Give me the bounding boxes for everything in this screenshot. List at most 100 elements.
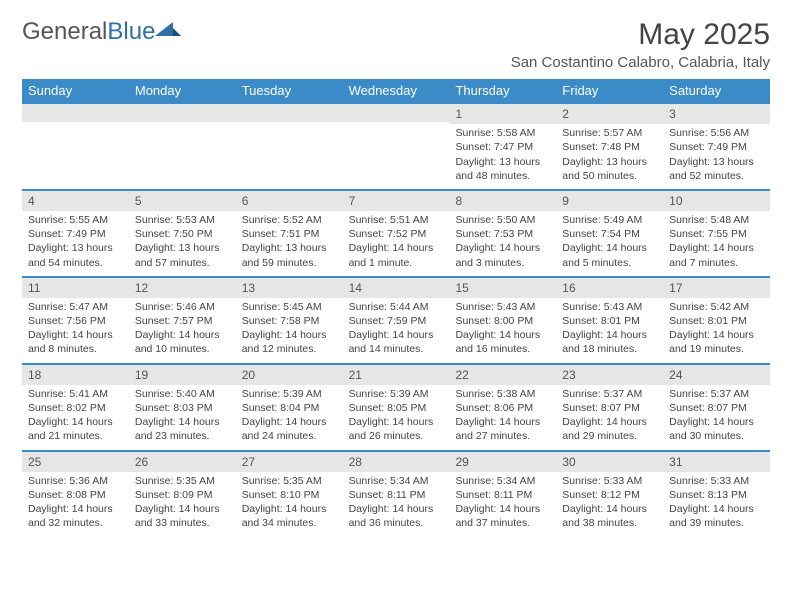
daylight-text: Daylight: 14 hours and 33 minutes. — [135, 502, 230, 530]
day-cell: 12Sunrise: 5:46 AMSunset: 7:57 PMDayligh… — [129, 278, 236, 363]
day-number — [22, 104, 129, 122]
weekday-wednesday: Wednesday — [343, 79, 450, 102]
day-number: 6 — [236, 191, 343, 211]
sunrise-text: Sunrise: 5:49 AM — [562, 213, 657, 227]
daylight-text: Daylight: 13 hours and 52 minutes. — [669, 155, 764, 183]
sunrise-text: Sunrise: 5:34 AM — [455, 474, 550, 488]
sunrise-text: Sunrise: 5:55 AM — [28, 213, 123, 227]
day-body: Sunrise: 5:37 AMSunset: 8:07 PMDaylight:… — [663, 385, 770, 450]
day-number: 3 — [663, 104, 770, 124]
day-cell: 29Sunrise: 5:34 AMSunset: 8:11 PMDayligh… — [449, 452, 556, 537]
week-row: 25Sunrise: 5:36 AMSunset: 8:08 PMDayligh… — [22, 450, 770, 537]
day-cell: 25Sunrise: 5:36 AMSunset: 8:08 PMDayligh… — [22, 452, 129, 537]
day-body: Sunrise: 5:34 AMSunset: 8:11 PMDaylight:… — [343, 472, 450, 537]
day-body: Sunrise: 5:45 AMSunset: 7:58 PMDaylight:… — [236, 298, 343, 363]
daylight-text: Daylight: 13 hours and 54 minutes. — [28, 241, 123, 269]
day-cell: 31Sunrise: 5:33 AMSunset: 8:13 PMDayligh… — [663, 452, 770, 537]
title-block: May 2025 San Costantino Calabro, Calabri… — [511, 18, 770, 71]
weekday-monday: Monday — [129, 79, 236, 102]
daylight-text: Daylight: 14 hours and 27 minutes. — [455, 415, 550, 443]
day-cell: 9Sunrise: 5:49 AMSunset: 7:54 PMDaylight… — [556, 191, 663, 276]
sunset-text: Sunset: 8:09 PM — [135, 488, 230, 502]
weekday-saturday: Saturday — [663, 79, 770, 102]
sunset-text: Sunset: 8:01 PM — [562, 314, 657, 328]
day-body: Sunrise: 5:36 AMSunset: 8:08 PMDaylight:… — [22, 472, 129, 537]
sunset-text: Sunset: 8:03 PM — [135, 401, 230, 415]
calendar: Sunday Monday Tuesday Wednesday Thursday… — [22, 79, 770, 536]
day-body: Sunrise: 5:48 AMSunset: 7:55 PMDaylight:… — [663, 211, 770, 276]
daylight-text: Daylight: 14 hours and 5 minutes. — [562, 241, 657, 269]
day-number: 21 — [343, 365, 450, 385]
day-body: Sunrise: 5:41 AMSunset: 8:02 PMDaylight:… — [22, 385, 129, 450]
day-cell: 1Sunrise: 5:58 AMSunset: 7:47 PMDaylight… — [449, 104, 556, 189]
day-body: Sunrise: 5:43 AMSunset: 8:01 PMDaylight:… — [556, 298, 663, 363]
day-cell — [129, 104, 236, 189]
daylight-text: Daylight: 14 hours and 8 minutes. — [28, 328, 123, 356]
day-body: Sunrise: 5:50 AMSunset: 7:53 PMDaylight:… — [449, 211, 556, 276]
sunset-text: Sunset: 7:49 PM — [669, 140, 764, 154]
day-cell: 27Sunrise: 5:35 AMSunset: 8:10 PMDayligh… — [236, 452, 343, 537]
weekday-friday: Friday — [556, 79, 663, 102]
daylight-text: Daylight: 14 hours and 16 minutes. — [455, 328, 550, 356]
sunrise-text: Sunrise: 5:41 AM — [28, 387, 123, 401]
day-number: 28 — [343, 452, 450, 472]
day-body: Sunrise: 5:44 AMSunset: 7:59 PMDaylight:… — [343, 298, 450, 363]
day-cell: 17Sunrise: 5:42 AMSunset: 8:01 PMDayligh… — [663, 278, 770, 363]
daylight-text: Daylight: 14 hours and 38 minutes. — [562, 502, 657, 530]
sunset-text: Sunset: 8:05 PM — [349, 401, 444, 415]
sunset-text: Sunset: 7:56 PM — [28, 314, 123, 328]
day-body: Sunrise: 5:58 AMSunset: 7:47 PMDaylight:… — [449, 124, 556, 189]
sunrise-text: Sunrise: 5:51 AM — [349, 213, 444, 227]
day-number: 18 — [22, 365, 129, 385]
day-number: 22 — [449, 365, 556, 385]
day-body: Sunrise: 5:57 AMSunset: 7:48 PMDaylight:… — [556, 124, 663, 189]
logo-text-1: General — [22, 18, 107, 45]
daylight-text: Daylight: 14 hours and 36 minutes. — [349, 502, 444, 530]
day-number: 12 — [129, 278, 236, 298]
day-body: Sunrise: 5:56 AMSunset: 7:49 PMDaylight:… — [663, 124, 770, 189]
day-number: 30 — [556, 452, 663, 472]
daylight-text: Daylight: 14 hours and 34 minutes. — [242, 502, 337, 530]
sunrise-text: Sunrise: 5:36 AM — [28, 474, 123, 488]
day-number: 15 — [449, 278, 556, 298]
day-cell: 15Sunrise: 5:43 AMSunset: 8:00 PMDayligh… — [449, 278, 556, 363]
sunset-text: Sunset: 8:12 PM — [562, 488, 657, 502]
sunset-text: Sunset: 8:01 PM — [669, 314, 764, 328]
day-body: Sunrise: 5:33 AMSunset: 8:12 PMDaylight:… — [556, 472, 663, 537]
daylight-text: Daylight: 14 hours and 24 minutes. — [242, 415, 337, 443]
sunrise-text: Sunrise: 5:33 AM — [562, 474, 657, 488]
day-cell: 6Sunrise: 5:52 AMSunset: 7:51 PMDaylight… — [236, 191, 343, 276]
day-number: 1 — [449, 104, 556, 124]
daylight-text: Daylight: 13 hours and 57 minutes. — [135, 241, 230, 269]
day-cell: 16Sunrise: 5:43 AMSunset: 8:01 PMDayligh… — [556, 278, 663, 363]
daylight-text: Daylight: 14 hours and 7 minutes. — [669, 241, 764, 269]
daylight-text: Daylight: 14 hours and 23 minutes. — [135, 415, 230, 443]
day-body: Sunrise: 5:35 AMSunset: 8:10 PMDaylight:… — [236, 472, 343, 537]
day-number: 16 — [556, 278, 663, 298]
day-body: Sunrise: 5:52 AMSunset: 7:51 PMDaylight:… — [236, 211, 343, 276]
day-number: 20 — [236, 365, 343, 385]
day-body: Sunrise: 5:38 AMSunset: 8:06 PMDaylight:… — [449, 385, 556, 450]
sunset-text: Sunset: 8:13 PM — [669, 488, 764, 502]
day-cell: 18Sunrise: 5:41 AMSunset: 8:02 PMDayligh… — [22, 365, 129, 450]
daylight-text: Daylight: 14 hours and 37 minutes. — [455, 502, 550, 530]
daylight-text: Daylight: 14 hours and 19 minutes. — [669, 328, 764, 356]
sunrise-text: Sunrise: 5:58 AM — [455, 126, 550, 140]
day-cell: 13Sunrise: 5:45 AMSunset: 7:58 PMDayligh… — [236, 278, 343, 363]
daylight-text: Daylight: 14 hours and 32 minutes. — [28, 502, 123, 530]
sunrise-text: Sunrise: 5:39 AM — [349, 387, 444, 401]
day-cell — [343, 104, 450, 189]
sunset-text: Sunset: 8:11 PM — [455, 488, 550, 502]
triangle-icon — [155, 20, 181, 38]
sunset-text: Sunset: 8:07 PM — [562, 401, 657, 415]
sunset-text: Sunset: 8:11 PM — [349, 488, 444, 502]
sunset-text: Sunset: 7:49 PM — [28, 227, 123, 241]
weekday-sunday: Sunday — [22, 79, 129, 102]
sunrise-text: Sunrise: 5:57 AM — [562, 126, 657, 140]
day-body: Sunrise: 5:51 AMSunset: 7:52 PMDaylight:… — [343, 211, 450, 276]
daylight-text: Daylight: 14 hours and 29 minutes. — [562, 415, 657, 443]
day-number: 26 — [129, 452, 236, 472]
day-body: Sunrise: 5:39 AMSunset: 8:04 PMDaylight:… — [236, 385, 343, 450]
daylight-text: Daylight: 14 hours and 21 minutes. — [28, 415, 123, 443]
weekday-header-row: Sunday Monday Tuesday Wednesday Thursday… — [22, 79, 770, 102]
